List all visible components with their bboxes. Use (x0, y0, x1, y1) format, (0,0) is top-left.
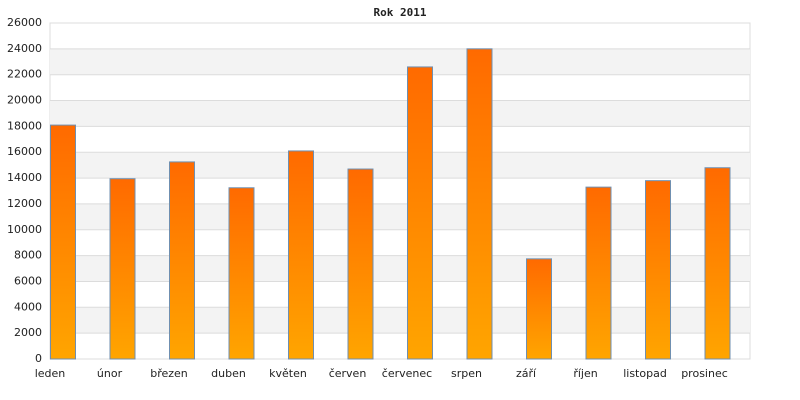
x-tick-label: únor (97, 367, 123, 380)
x-tick-label: leden (35, 367, 66, 380)
y-tick-label: 22000 (7, 68, 42, 81)
grid-band (50, 152, 750, 179)
bar (407, 66, 433, 360)
x-tick-label: říjen (573, 367, 597, 380)
y-tick-label: 20000 (7, 94, 42, 107)
bar (526, 258, 552, 360)
bar (704, 167, 731, 360)
y-tick-label: 24000 (7, 42, 42, 55)
x-tick-label: srpen (451, 367, 482, 380)
y-tick-label: 8000 (14, 249, 42, 262)
bar (109, 178, 136, 360)
y-tick-label: 18000 (7, 119, 42, 132)
x-tick-label: březen (150, 367, 188, 380)
x-tick-label: prosinec (681, 367, 728, 380)
bar (169, 161, 195, 360)
y-tick-label: 16000 (7, 145, 42, 158)
x-tick-label: duben (211, 367, 246, 380)
y-tick-label: 12000 (7, 197, 42, 210)
bar (347, 168, 374, 360)
y-tick-label: 6000 (14, 274, 42, 287)
chart-title: Rok 2011 (374, 6, 427, 19)
bar (645, 180, 671, 360)
bar (585, 186, 612, 360)
y-tick-label: 14000 (7, 171, 42, 184)
grid-band (50, 255, 750, 282)
plot-area (49, 22, 751, 360)
x-tick-label: červen (329, 367, 367, 380)
y-tick-label: 10000 (7, 223, 42, 236)
grid-band (50, 203, 750, 230)
grid-band (50, 100, 750, 127)
x-tick-label: červenec (382, 367, 432, 380)
x-tick-label: září (516, 367, 537, 380)
y-tick-label: 0 (35, 352, 42, 365)
y-tick-label: 26000 (7, 16, 42, 29)
bar (466, 48, 493, 360)
bar (50, 124, 76, 360)
grid-band (50, 48, 750, 75)
y-tick-label: 2000 (14, 326, 42, 339)
x-tick-label: listopad (623, 367, 667, 380)
y-tick-label: 4000 (14, 300, 42, 313)
grid-band (50, 307, 750, 334)
bar (288, 150, 314, 360)
bar (228, 187, 255, 360)
x-tick-label: květen (269, 367, 307, 380)
